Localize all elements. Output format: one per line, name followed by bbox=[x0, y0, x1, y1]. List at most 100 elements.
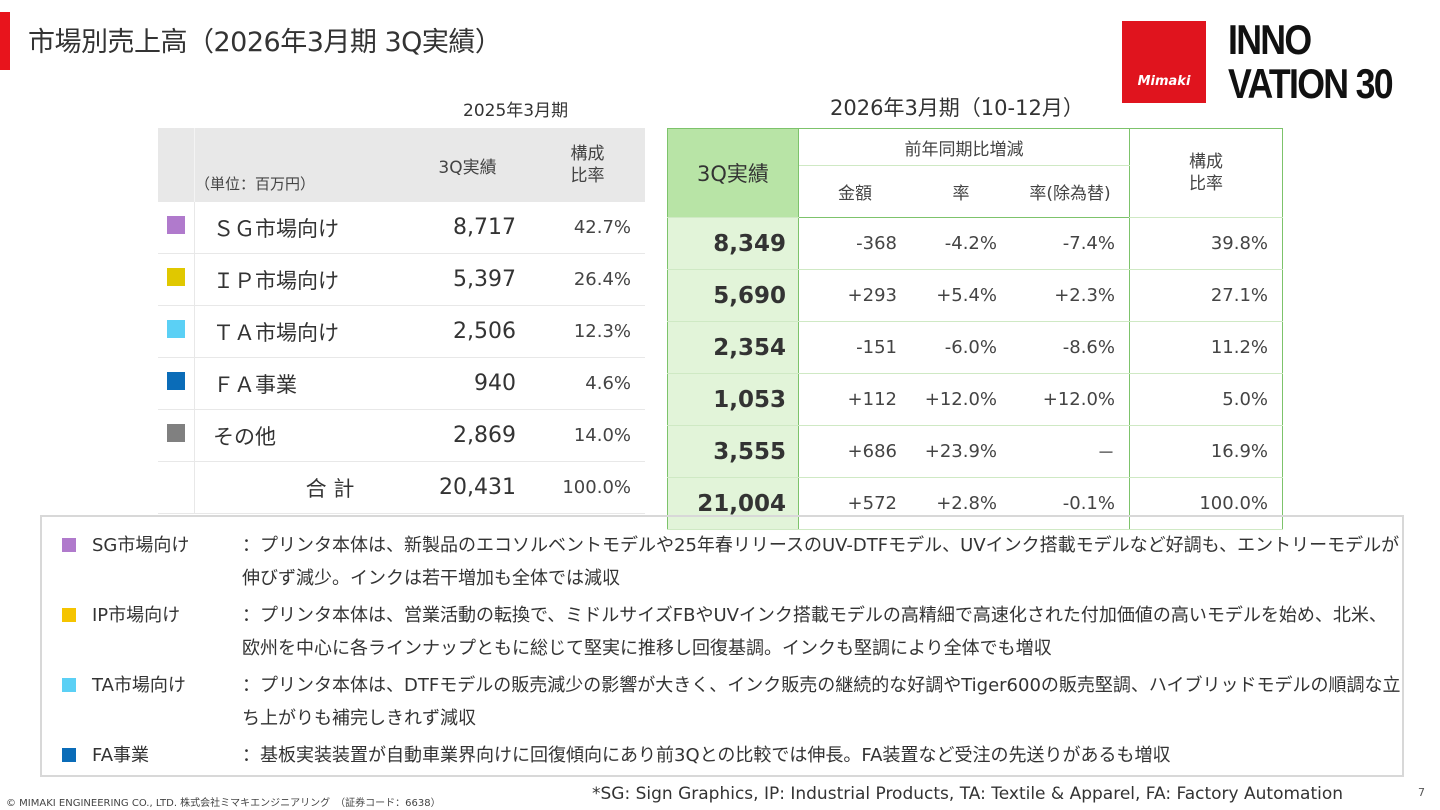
table-row: ＳＧ市場向け 8,717 42.7% bbox=[158, 202, 645, 254]
notes-box: SG市場向け ：プリンタ本体は、新製品のエコソルベントモデルや25年春リリースの… bbox=[40, 515, 1404, 777]
prev-period-label: 2025年3月期 bbox=[463, 101, 569, 121]
yoy-rate: +12.0% bbox=[911, 373, 1011, 426]
yoy-rate: +2.8% bbox=[911, 477, 1011, 530]
note-item: FA事業 ：基板実装装置が自動車業界向けに回復傾向にあり前3Qとの比較では伸長。… bbox=[62, 739, 1402, 772]
curr-actual: 1,053 bbox=[667, 373, 799, 426]
yoy-amount: +293 bbox=[798, 269, 911, 322]
market-color-swatch bbox=[62, 538, 76, 552]
rate-fx-header: 率(除為替) bbox=[1011, 165, 1130, 218]
curr-ratio: 100.0% bbox=[1129, 477, 1283, 530]
market-color-swatch bbox=[167, 268, 185, 286]
table-row: 8,349 -368 -4.2% -7.4% 39.8% bbox=[667, 217, 1283, 270]
yoy-rate: -6.0% bbox=[911, 321, 1011, 374]
table-row: 5,690 +293 +5.4% +2.3% 27.1% bbox=[667, 269, 1283, 322]
yoy-rate-fx: +2.3% bbox=[1011, 269, 1130, 322]
copyright: © MIMAKI ENGINEERING CO., LTD. 株式会社ミマキエン… bbox=[6, 798, 441, 809]
market-label: ＦＡ事業 bbox=[194, 357, 405, 410]
page-number: 7 bbox=[1418, 786, 1425, 799]
curr-ratio: 27.1% bbox=[1129, 269, 1283, 322]
prev-actual: 940 bbox=[405, 357, 530, 410]
curr-ratio: 16.9% bbox=[1129, 425, 1283, 478]
innovation-30-logo: INNO VATION 30 bbox=[1228, 16, 1394, 107]
market-label: 合 計 bbox=[194, 461, 405, 514]
curr-actual: 3,555 bbox=[667, 425, 799, 478]
market-color-swatch bbox=[167, 320, 185, 338]
curr-ratio-header: 構成 比率 bbox=[1129, 128, 1283, 218]
prev-actual: 8,717 bbox=[405, 202, 530, 254]
note-label: FA事業 bbox=[92, 745, 150, 766]
yoy-amount: -368 bbox=[798, 217, 911, 270]
yoy-rate: +5.4% bbox=[911, 269, 1011, 322]
table-row: ＦＡ事業 940 4.6% bbox=[158, 357, 645, 410]
market-color-swatch bbox=[167, 216, 185, 234]
market-color-swatch bbox=[62, 748, 76, 762]
market-color-swatch bbox=[167, 372, 185, 390]
prev-ratio: 100.0% bbox=[530, 461, 645, 514]
note-item: IP市場向け ：プリンタ本体は、営業活動の転換で、ミドルサイズFBやUVインク搭… bbox=[62, 599, 1402, 665]
yoy-rate-fx: -8.6% bbox=[1011, 321, 1130, 374]
table-row: その他 2,869 14.0% bbox=[158, 409, 645, 462]
prev-ratio: 26.4% bbox=[530, 253, 645, 306]
market-color-swatch bbox=[62, 608, 76, 622]
prev-actual: 2,506 bbox=[405, 305, 530, 358]
curr-actual-header: 3Q実績 bbox=[667, 128, 799, 218]
market-label: ＴＡ市場向け bbox=[194, 305, 405, 358]
prev-ratio: 42.7% bbox=[530, 202, 645, 254]
table-row: 1,053 +112 +12.0% +12.0% 5.0% bbox=[667, 373, 1283, 426]
market-label: ＩＰ市場向け bbox=[194, 253, 405, 306]
curr-actual: 8,349 bbox=[667, 217, 799, 270]
prev-actual-header: 3Q実績 bbox=[405, 128, 530, 202]
market-label: ＳＧ市場向け bbox=[194, 202, 405, 254]
curr-ratio: 39.8% bbox=[1129, 217, 1283, 270]
note-item: TA市場向け ：プリンタ本体は、DTFモデルの販売減少の影響が大きく、インク販売… bbox=[62, 669, 1402, 735]
note-text: ：プリンタ本体は、営業活動の転換で、ミドルサイズFBやUVインク搭載モデルの高精… bbox=[242, 605, 1387, 659]
prev-ratio-header: 構成 比率 bbox=[530, 128, 645, 202]
prev-actual: 2,869 bbox=[405, 409, 530, 462]
prev-ratio: 12.3% bbox=[530, 305, 645, 358]
table-row: 3,555 +686 +23.9% － 16.9% bbox=[667, 425, 1283, 478]
note-label: SG市場向け bbox=[92, 535, 190, 556]
note-label: TA市場向け bbox=[92, 675, 186, 696]
mimaki-logo: Mimaki bbox=[1122, 21, 1206, 103]
unit-label: （単位：百万円） bbox=[194, 128, 405, 202]
prev-ratio: 4.6% bbox=[530, 357, 645, 410]
yoy-rate: +23.9% bbox=[911, 425, 1011, 478]
yoy-amount: -151 bbox=[798, 321, 911, 374]
yoy-rate-fx: -0.1% bbox=[1011, 477, 1130, 530]
prev-ratio: 14.0% bbox=[530, 409, 645, 462]
curr-period-label: 2026年3月期（10-12月） bbox=[830, 96, 1084, 120]
yoy-rate-fx: +12.0% bbox=[1011, 373, 1130, 426]
yoy-header: 前年同期比増減 bbox=[798, 128, 1130, 166]
yoy-rate-fx: － bbox=[1011, 425, 1130, 478]
yoy-rate-fx: -7.4% bbox=[1011, 217, 1130, 270]
note-item: SG市場向け ：プリンタ本体は、新製品のエコソルベントモデルや25年春リリースの… bbox=[62, 529, 1402, 595]
prev-actual: 20,431 bbox=[405, 461, 530, 514]
yoy-amount: +112 bbox=[798, 373, 911, 426]
market-color-swatch bbox=[167, 424, 185, 442]
note-label: IP市場向け bbox=[92, 605, 181, 626]
table-row: 2,354 -151 -6.0% -8.6% 11.2% bbox=[667, 321, 1283, 374]
note-text: ：プリンタ本体は、新製品のエコソルベントモデルや25年春リリースのUV-DTFモ… bbox=[242, 535, 1400, 589]
amount-header: 金額 bbox=[798, 165, 911, 218]
market-color-swatch bbox=[62, 678, 76, 692]
curr-actual: 21,004 bbox=[667, 477, 799, 530]
note-text: ：プリンタ本体は、DTFモデルの販売減少の影響が大きく、インク販売の継続的な好調… bbox=[242, 675, 1401, 729]
curr-actual: 5,690 bbox=[667, 269, 799, 322]
abbreviation-note: *SG: Sign Graphics, IP: Industrial Produ… bbox=[592, 784, 1344, 804]
note-text: ：基板実装装置が自動車業界向けに回復傾向にあり前3Qとの比較では伸長。FA装置な… bbox=[242, 745, 1171, 766]
table-row: 合 計 20,431 100.0% bbox=[158, 461, 645, 514]
rate-header: 率 bbox=[911, 165, 1011, 218]
title-accent-bar bbox=[0, 12, 10, 70]
prev-year-table: （単位：百万円） 3Q実績 構成 比率 ＳＧ市場向け 8,717 42.7% Ｉ… bbox=[158, 128, 645, 514]
table-row: ＩＰ市場向け 5,397 26.4% bbox=[158, 253, 645, 306]
curr-ratio: 11.2% bbox=[1129, 321, 1283, 374]
curr-actual: 2,354 bbox=[667, 321, 799, 374]
yoy-rate: -4.2% bbox=[911, 217, 1011, 270]
prev-actual: 5,397 bbox=[405, 253, 530, 306]
curr-ratio: 5.0% bbox=[1129, 373, 1283, 426]
yoy-amount: +572 bbox=[798, 477, 911, 530]
page-title: 市場別売上高（2026年3月期 3Q実績） bbox=[28, 27, 502, 58]
market-label: その他 bbox=[194, 409, 405, 462]
yoy-amount: +686 bbox=[798, 425, 911, 478]
curr-year-table: 3Q実績 前年同期比増減 構成 比率 金額 率 率(除為替) 8,349 -36… bbox=[667, 128, 1283, 530]
